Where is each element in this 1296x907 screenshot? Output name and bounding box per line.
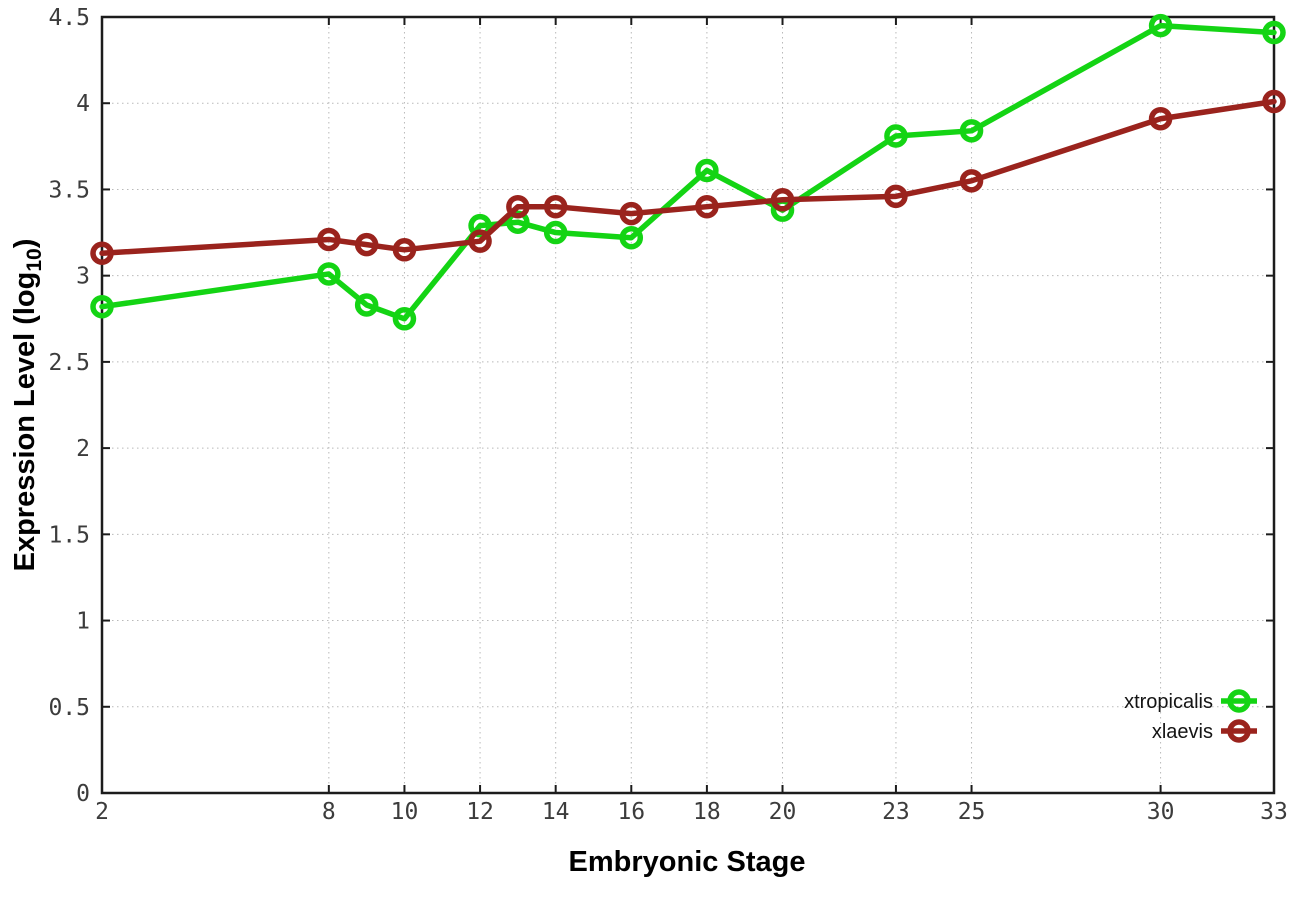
data-series xyxy=(90,13,1286,331)
x-tick-label: 12 xyxy=(466,799,494,825)
data-point-xtropicalis xyxy=(543,220,568,245)
data-point-xtropicalis xyxy=(695,158,719,183)
data-point-xtropicalis xyxy=(317,262,341,286)
y-tick-label: 4 xyxy=(76,91,90,117)
data-point-xlaevis xyxy=(354,232,379,257)
y-tick-label: 2 xyxy=(76,436,90,462)
data-point-xlaevis xyxy=(317,227,341,252)
data-point-xlaevis xyxy=(90,241,114,265)
y-tick-label: 0.5 xyxy=(48,695,90,721)
x-tick-label: 2 xyxy=(95,799,109,825)
data-point-xlaevis xyxy=(543,194,568,219)
data-point-xlaevis xyxy=(1148,106,1173,131)
data-point-xlaevis xyxy=(619,201,644,226)
y-tick-label: 1.5 xyxy=(48,522,90,548)
series-line-xtropicalis xyxy=(99,22,1277,322)
y-axis-title-close: ) xyxy=(9,239,41,249)
legend-marker-xtropicalis xyxy=(1227,689,1251,713)
x-tick-label: 25 xyxy=(958,799,986,825)
legend: xtropicalis xlaevis xyxy=(1124,689,1257,743)
x-axis-title: Embryonic Stage xyxy=(569,846,806,878)
y-axis-title: Expression Level (log10) xyxy=(9,239,46,572)
x-tick-label: 16 xyxy=(617,799,645,825)
y-tick-label: 3.5 xyxy=(48,177,90,203)
data-point-xtropicalis xyxy=(959,119,984,143)
y-tick-label: 0 xyxy=(76,781,90,807)
data-point-xtropicalis xyxy=(1262,20,1286,45)
axis-ticks xyxy=(101,16,1275,794)
tick-labels: 2 8 10 12 14 16 18 20 23 25 30 33 0 0.5 1 1.5 2 2.5 3 3.5 4 4… xyxy=(48,5,1287,825)
y-axis-title-main: Expression Level (log xyxy=(9,272,41,572)
legend-marker-xlaevis xyxy=(1227,719,1251,743)
data-point-xlaevis xyxy=(468,229,492,253)
data-point-xtropicalis xyxy=(884,124,908,148)
data-point-xlaevis xyxy=(770,188,795,212)
x-tick-label: 14 xyxy=(542,799,570,825)
y-tick-label: 4.5 xyxy=(48,5,90,31)
grid-lines xyxy=(101,16,1275,794)
y-tick-label: 3 xyxy=(76,264,90,290)
series-line-xlaevis xyxy=(99,98,1277,256)
x-tick-label: 33 xyxy=(1260,799,1288,825)
data-point-xlaevis xyxy=(959,169,984,193)
y-tick-label: 1 xyxy=(76,609,90,635)
data-point-xtropicalis xyxy=(1148,13,1173,38)
legend-label-xtropicalis: xtropicalis xyxy=(1124,691,1213,713)
y-axis-title-subscript: 10 xyxy=(23,248,46,271)
x-tick-label: 20 xyxy=(769,799,797,825)
data-point-xlaevis xyxy=(884,184,908,209)
plot-border xyxy=(100,15,1276,795)
data-point-xtropicalis xyxy=(619,225,644,250)
legend-entry-xtropicalis: xtropicalis xyxy=(1124,689,1257,713)
x-tick-label: 10 xyxy=(391,799,419,825)
x-tick-label: 18 xyxy=(693,799,721,825)
data-point-xtropicalis xyxy=(392,307,417,331)
data-point-xlaevis xyxy=(1262,89,1286,114)
x-tick-label: 30 xyxy=(1147,799,1175,825)
data-point-xlaevis xyxy=(392,238,417,262)
x-tick-label: 8 xyxy=(322,799,336,825)
x-tick-label: 23 xyxy=(882,799,910,825)
data-point-xtropicalis xyxy=(90,294,114,319)
data-point-xlaevis xyxy=(695,194,719,219)
legend-label-xlaevis: xlaevis xyxy=(1152,721,1213,743)
legend-entry-xlaevis: xlaevis xyxy=(1152,719,1257,743)
data-point-xlaevis xyxy=(506,194,530,219)
data-point-xtropicalis xyxy=(354,293,379,317)
y-tick-label: 2.5 xyxy=(48,350,90,376)
plot-border-box xyxy=(100,15,1276,795)
